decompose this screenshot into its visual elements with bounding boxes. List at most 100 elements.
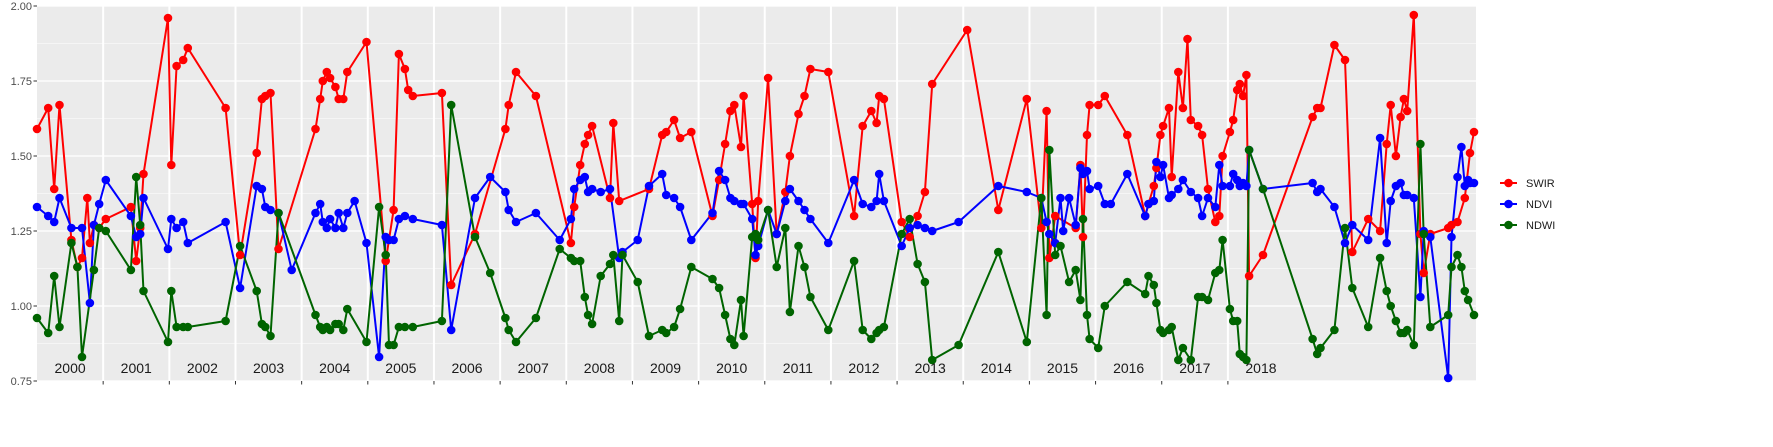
swir-point bbox=[131, 256, 141, 266]
ndwi-point bbox=[569, 256, 579, 266]
ndwi-point bbox=[1056, 241, 1065, 251]
swir-point bbox=[763, 73, 773, 83]
ndwi-point bbox=[1140, 289, 1150, 299]
ndwi-point bbox=[311, 310, 320, 320]
ndwi-point bbox=[867, 334, 876, 344]
ndwi-point bbox=[1386, 301, 1395, 311]
ndwi-point bbox=[1085, 334, 1094, 344]
ndwi-point bbox=[343, 304, 352, 314]
ndwi-point bbox=[1078, 214, 1088, 224]
swir-point bbox=[1152, 163, 1161, 173]
ndvi-point bbox=[1071, 220, 1080, 230]
swir-point bbox=[569, 202, 579, 212]
ndwi-point bbox=[1071, 265, 1080, 275]
swir-point bbox=[1348, 247, 1357, 257]
swir-point bbox=[1215, 211, 1224, 221]
ndvi-point bbox=[1082, 166, 1092, 176]
ndvi-point bbox=[1197, 211, 1207, 221]
legend-key-point bbox=[1504, 220, 1513, 230]
ndwi-point bbox=[1375, 253, 1385, 263]
ndwi-point bbox=[618, 250, 627, 260]
year-label: 2009 bbox=[650, 360, 681, 376]
ndvi-point bbox=[874, 169, 884, 179]
ndvi-point bbox=[1178, 175, 1188, 185]
ndwi-point bbox=[1416, 139, 1425, 149]
ndvi-point bbox=[800, 205, 809, 215]
ndwi-point bbox=[408, 322, 418, 332]
ndvi-point bbox=[1093, 181, 1103, 191]
ndwi-point bbox=[77, 352, 87, 362]
ndwi-point bbox=[575, 256, 585, 266]
ndwi-point bbox=[1447, 262, 1456, 272]
swir-point bbox=[849, 211, 859, 221]
ndvi-point bbox=[315, 199, 325, 209]
ndvi-point bbox=[994, 181, 1003, 191]
ndvi-point bbox=[824, 238, 833, 248]
ndvi-point bbox=[235, 283, 245, 293]
ndvi-point bbox=[437, 220, 447, 230]
swir-point bbox=[32, 124, 42, 134]
ndwi-point bbox=[183, 322, 193, 332]
ndwi-point bbox=[73, 262, 82, 272]
ndwi-point bbox=[913, 259, 922, 269]
ndvi-point bbox=[339, 223, 348, 233]
ndwi-point bbox=[1348, 283, 1357, 293]
ndvi-point bbox=[657, 169, 667, 179]
swir-point bbox=[1363, 214, 1373, 224]
ndwi-point bbox=[1050, 250, 1060, 260]
ndwi-point bbox=[67, 238, 76, 248]
ndvi-point bbox=[1457, 142, 1466, 152]
swir-point bbox=[1078, 232, 1088, 242]
ndvi-point bbox=[794, 196, 803, 206]
ndwi-point bbox=[485, 268, 495, 278]
ndvi-point bbox=[661, 190, 671, 200]
year-label: 2014 bbox=[981, 360, 1012, 376]
ndvi-point bbox=[101, 175, 111, 185]
ndvi-point bbox=[867, 202, 876, 212]
ndvi-point bbox=[470, 193, 480, 203]
swir-point bbox=[1186, 115, 1196, 125]
ndwi-point bbox=[1042, 310, 1051, 320]
ndwi-point bbox=[1391, 316, 1401, 326]
ndwi-point bbox=[1463, 295, 1473, 305]
ndwi-point bbox=[763, 205, 773, 215]
ndwi-point bbox=[1409, 340, 1419, 350]
swir-point bbox=[806, 64, 815, 74]
swir-point bbox=[1375, 226, 1385, 236]
ndvi-point bbox=[596, 187, 605, 197]
ndvi-point bbox=[1402, 190, 1412, 200]
swir-point bbox=[867, 106, 876, 116]
ndwi-point bbox=[1469, 310, 1479, 320]
ndwi-point bbox=[555, 244, 564, 254]
ndwi-point bbox=[221, 316, 230, 326]
ndwi-point bbox=[794, 241, 803, 251]
ndvi-point bbox=[139, 193, 148, 203]
ndwi-point bbox=[720, 310, 730, 320]
swir-point bbox=[172, 61, 181, 71]
ndwi-point bbox=[261, 322, 270, 332]
swir-point bbox=[1235, 79, 1245, 89]
year-label: 2010 bbox=[716, 360, 747, 376]
swir-point bbox=[1093, 100, 1103, 110]
ndvi-point bbox=[708, 208, 717, 218]
swir-point bbox=[872, 118, 881, 128]
swir-point bbox=[1316, 103, 1325, 113]
ndwi-point bbox=[325, 325, 335, 335]
ndvi-point bbox=[1167, 190, 1176, 200]
ndvi-point bbox=[266, 205, 275, 215]
ndvi-point bbox=[1308, 178, 1317, 188]
swir-point bbox=[1238, 91, 1248, 101]
ndwi-point bbox=[139, 286, 148, 296]
ndvi-point bbox=[55, 193, 64, 203]
year-label: 2012 bbox=[848, 360, 879, 376]
swir-point bbox=[566, 238, 576, 248]
ndwi-point bbox=[1232, 316, 1242, 326]
ndvi-point bbox=[739, 199, 748, 209]
swir-point bbox=[325, 73, 335, 83]
ndvi-point bbox=[49, 217, 59, 227]
ndwi-point bbox=[374, 202, 384, 212]
ndvi-point bbox=[32, 202, 42, 212]
ndwi-point bbox=[1225, 304, 1235, 314]
ndwi-point bbox=[1453, 250, 1462, 260]
legend-label-swir: SWIR bbox=[1526, 178, 1555, 190]
